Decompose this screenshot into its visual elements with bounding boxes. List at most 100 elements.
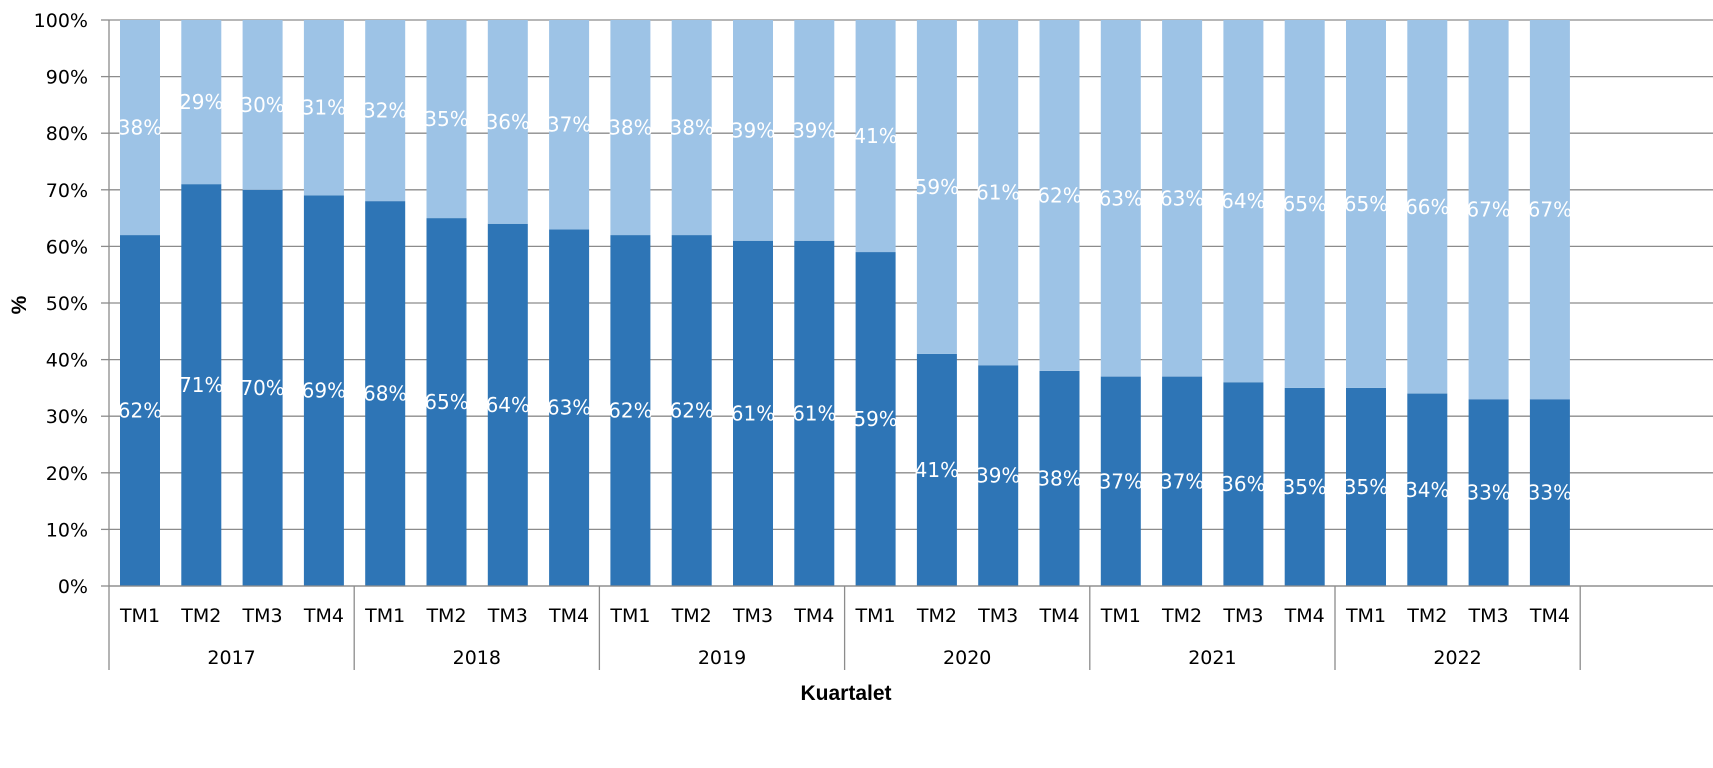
data-label: 39% (792, 118, 836, 142)
y-tick-label: 10% (46, 519, 88, 541)
bar-segment-series-1 (303, 195, 344, 586)
x-group-label: 2018 (453, 647, 501, 669)
bar-segment-series-2 (610, 20, 651, 236)
data-label: 41% (915, 458, 959, 482)
x-tick-label: TM4 (548, 605, 589, 627)
data-label: 59% (853, 407, 897, 431)
data-label: 35% (1282, 475, 1326, 499)
bar-segment-series-2 (733, 20, 773, 241)
bar-segment-series-2 (855, 20, 896, 253)
data-label: 34% (1405, 478, 1449, 502)
x-tick-label: TM4 (793, 605, 834, 627)
bar-segment-series-2 (303, 20, 344, 196)
data-label: 63% (547, 396, 591, 420)
x-tick-label: TM1 (855, 605, 896, 627)
y-tick-label: 80% (46, 123, 88, 145)
data-label: 59% (915, 175, 959, 199)
bar-segment-series-1 (1039, 370, 1080, 586)
data-label: 39% (731, 118, 775, 142)
bar-segment-series-1 (1468, 399, 1509, 586)
bar-segment-series-2 (487, 20, 528, 224)
bar-segment-series-1 (487, 223, 528, 586)
x-tick-label: TM3 (977, 605, 1018, 627)
bar-segment-series-2 (365, 20, 406, 202)
data-label: 37% (1160, 469, 1204, 493)
bar-segment-series-2 (794, 20, 835, 241)
bar-segment-series-1 (1223, 382, 1264, 586)
bar-segment-series-2 (120, 20, 160, 236)
bar-segment-series-1 (1529, 399, 1570, 586)
data-label: 62% (608, 399, 652, 423)
y-axis-title: % (8, 295, 31, 314)
bar-segment-series-1 (365, 201, 406, 586)
data-label: 36% (486, 110, 530, 134)
x-tick-label: TM4 (1529, 605, 1570, 627)
y-tick-label: 20% (46, 463, 88, 485)
bar-segment-series-1 (242, 189, 283, 587)
axes (108, 20, 1713, 670)
bar-segment-series-1 (978, 365, 1019, 586)
x-tick-label: TM3 (732, 605, 773, 627)
x-tick-label: TM1 (119, 605, 160, 627)
data-label: 38% (608, 116, 652, 140)
x-group-label: 2022 (1433, 647, 1481, 669)
x-group-label: 2021 (1188, 647, 1236, 669)
data-label: 37% (1099, 469, 1143, 493)
y-tick-label: 100% (34, 10, 88, 32)
x-group-label: 2019 (698, 647, 746, 669)
data-label: 62% (1037, 183, 1081, 207)
x-tick-label: TM1 (1345, 605, 1386, 627)
data-label: 61% (792, 401, 836, 425)
x-tick-label: TM3 (487, 605, 528, 627)
x-tick-label: TM1 (1100, 605, 1141, 627)
y-tick-label: 50% (46, 293, 88, 315)
data-label: 62% (118, 399, 162, 423)
bar-segment-series-1 (733, 240, 773, 587)
bar-segment-series-2 (671, 20, 712, 236)
data-label: 71% (179, 373, 223, 397)
bar-segment-series-2 (242, 20, 283, 190)
data-label: 70% (240, 376, 284, 400)
data-label: 69% (302, 379, 346, 403)
y-tick-label: 30% (46, 406, 88, 428)
data-label: 36% (1221, 472, 1265, 496)
y-tick-label: 40% (46, 350, 88, 372)
data-label: 33% (1528, 481, 1572, 505)
data-label: 62% (669, 399, 713, 423)
bar-segment-series-1 (120, 235, 160, 586)
data-label: 33% (1466, 481, 1510, 505)
bar-segment-series-1 (671, 235, 712, 586)
x-tick-label: TM2 (1161, 605, 1202, 627)
data-label: 61% (731, 401, 775, 425)
x-axis-title: Kuartalet (800, 682, 891, 705)
data-label: 29% (179, 90, 223, 114)
bar-segment-series-2 (1529, 20, 1570, 400)
x-tick-label: TM3 (1222, 605, 1263, 627)
y-tick-label: 70% (46, 180, 88, 202)
y-tick-labels: 0% 10% 20% 30% 40% 50% 60% 70% 80% 90% 100% (34, 10, 88, 598)
bar-segment-series-2 (1346, 20, 1386, 388)
data-label: 67% (1528, 198, 1572, 222)
x-tick-label: TM3 (242, 605, 283, 627)
y-tick-label: 60% (46, 236, 88, 258)
x-tick-label: TM3 (1468, 605, 1509, 627)
x-tick-label: TM2 (1406, 605, 1447, 627)
data-label: 35% (424, 107, 468, 131)
data-label: 41% (853, 124, 897, 148)
data-label: 64% (1221, 189, 1265, 213)
data-label: 38% (669, 116, 713, 140)
bar-segment-series-1 (1284, 387, 1325, 586)
bar-segment-series-2 (1407, 20, 1448, 394)
x-group-label: 2017 (207, 647, 255, 669)
data-label: 35% (1344, 475, 1388, 499)
bar-segment-series-2 (181, 20, 222, 185)
data-label: 68% (363, 382, 407, 406)
bar-segment-series-2 (1223, 20, 1264, 383)
data-label: 63% (1099, 186, 1143, 210)
data-label: 38% (118, 116, 162, 140)
x-tick-label: TM2 (916, 605, 957, 627)
bar-segment-series-2 (549, 20, 590, 230)
bar-segment-series-1 (855, 252, 896, 586)
data-label: 38% (1037, 466, 1081, 490)
